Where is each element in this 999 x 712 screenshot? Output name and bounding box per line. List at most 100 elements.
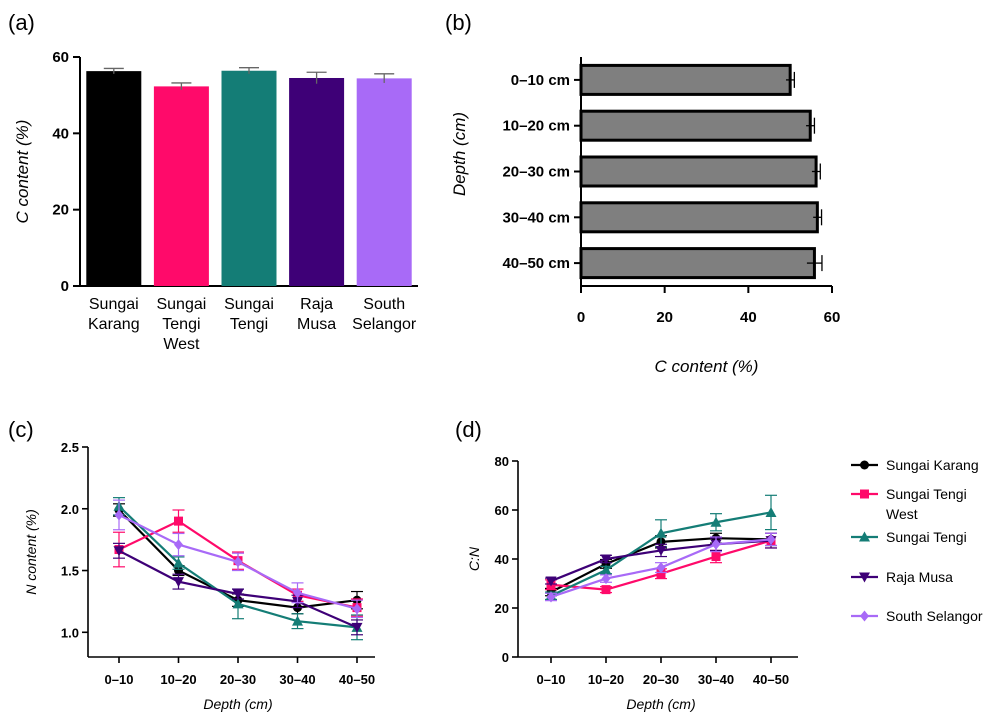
data-point bbox=[655, 545, 667, 556]
bar bbox=[289, 77, 345, 286]
legend-label: Sungai Tengi bbox=[886, 529, 967, 545]
data-point bbox=[656, 562, 666, 574]
x-tick-label: Musa bbox=[297, 316, 336, 333]
data-point bbox=[114, 509, 124, 521]
data-point bbox=[655, 527, 667, 538]
bar bbox=[579, 109, 812, 142]
x-tick-label: Selangor bbox=[352, 316, 417, 333]
data-point bbox=[174, 566, 183, 576]
y-tick-label: 40 bbox=[495, 552, 509, 567]
y-tick-label: 20 bbox=[495, 601, 509, 616]
x-tick-label: 20–30 bbox=[220, 672, 256, 687]
y-tick-label: 60 bbox=[52, 49, 69, 66]
data-point bbox=[352, 603, 362, 615]
bar bbox=[86, 71, 142, 286]
data-point bbox=[546, 591, 556, 603]
data-point bbox=[766, 533, 776, 545]
x-tick-label: 20 bbox=[656, 309, 673, 326]
x-axis-title: C content (%) bbox=[655, 357, 759, 376]
chart-b: 0 20 40 60 C content (%) Depth (cm) 0–10 cm 10–… bbox=[450, 57, 840, 376]
panel-c-label: (c) bbox=[8, 417, 34, 442]
y-tick-label: 1.5 bbox=[61, 564, 79, 579]
data-point bbox=[232, 589, 244, 600]
legend-label: West bbox=[886, 506, 918, 522]
x-tick-label: 40–50 bbox=[339, 672, 375, 687]
legend-marker bbox=[860, 489, 869, 499]
x-tick-label: Raja bbox=[300, 296, 333, 313]
x-tick-label: 10–20 bbox=[160, 672, 196, 687]
data-point bbox=[711, 552, 721, 562]
chart-d: 0 20 40 60 80 0–10 10–20 20–30 30–40 40–50 Depth (… bbox=[466, 454, 798, 712]
data-point bbox=[601, 585, 611, 595]
y-tick-label: 40–50 cm bbox=[502, 255, 570, 272]
bar bbox=[579, 247, 816, 280]
legend-label: Sungai Tengi bbox=[886, 486, 967, 502]
y-tick-label: 20–30 cm bbox=[502, 164, 570, 181]
y-tick-label: 2.5 bbox=[61, 440, 79, 455]
data-point bbox=[113, 546, 125, 557]
data-point bbox=[600, 564, 612, 575]
x-tick-label: Tengi bbox=[162, 316, 200, 333]
x-tick-label: Tengi bbox=[230, 316, 268, 333]
data-point bbox=[233, 556, 243, 568]
x-tick-label: 40 bbox=[740, 309, 757, 326]
legend-label: South Selangor bbox=[886, 608, 983, 624]
data-point bbox=[292, 615, 303, 626]
data-point bbox=[601, 573, 611, 585]
y-tick-label: 0 bbox=[61, 278, 69, 295]
bar bbox=[221, 70, 277, 287]
panel-d-label: (d) bbox=[455, 417, 482, 442]
legend-label: Raja Musa bbox=[886, 569, 953, 585]
legend-marker bbox=[860, 460, 869, 470]
x-tick-label: 20–30 bbox=[643, 672, 679, 687]
bar bbox=[153, 86, 209, 286]
y-axis-title: Depth (cm) bbox=[450, 112, 469, 196]
bar bbox=[579, 201, 819, 234]
y-tick-label: 60 bbox=[495, 503, 509, 518]
x-tick-label: 60 bbox=[824, 309, 841, 326]
chart-a: 0 20 40 60 C content (%) Sungai Karang Sungai Te… bbox=[13, 49, 418, 353]
panel-a-label: (a) bbox=[8, 10, 35, 35]
data-point bbox=[545, 576, 557, 587]
bar bbox=[579, 63, 792, 96]
y-axis-title: C:N bbox=[466, 546, 482, 571]
y-tick-label: 2.0 bbox=[61, 502, 79, 517]
x-tick-label: South bbox=[363, 296, 405, 313]
x-tick-label: 40–50 bbox=[753, 672, 789, 687]
bar bbox=[579, 155, 818, 188]
data-point bbox=[351, 622, 363, 633]
y-tick-label: 80 bbox=[495, 454, 509, 469]
legend-marker bbox=[859, 572, 870, 583]
data-point bbox=[174, 516, 183, 526]
x-tick-label: 10–20 bbox=[588, 672, 624, 687]
y-tick-label: 0 bbox=[502, 650, 509, 665]
x-tick-label: 0 bbox=[577, 309, 585, 326]
data-point bbox=[600, 554, 612, 565]
data-point bbox=[293, 587, 302, 599]
data-point bbox=[710, 516, 722, 527]
legend: Sungai Karang Sungai Tengi West Sungai Teng… bbox=[851, 457, 983, 624]
bar bbox=[356, 78, 412, 286]
y-tick-label: 0–10 cm bbox=[511, 72, 570, 89]
x-tick-label: Karang bbox=[88, 316, 140, 333]
data-point bbox=[232, 598, 244, 609]
x-tick-label: Sungai bbox=[89, 296, 139, 313]
data-point bbox=[174, 539, 183, 551]
legend-marker bbox=[860, 610, 869, 622]
y-tick-label: 30–40 cm bbox=[502, 209, 570, 226]
data-point bbox=[711, 538, 721, 550]
x-tick-label: 0–10 bbox=[105, 672, 134, 687]
panel-b-label: (b) bbox=[445, 10, 472, 35]
legend-marker bbox=[859, 531, 870, 542]
data-point bbox=[173, 577, 184, 588]
x-tick-label: 30–40 bbox=[698, 672, 734, 687]
data-point bbox=[765, 506, 777, 517]
x-axis-title: Depth (cm) bbox=[626, 696, 695, 712]
x-tick-label: Sungai bbox=[224, 296, 274, 313]
x-tick-label: 0–10 bbox=[537, 672, 566, 687]
y-tick-label: 10–20 cm bbox=[502, 118, 570, 135]
data-point bbox=[656, 569, 666, 579]
y-axis-title: N content (%) bbox=[23, 509, 39, 595]
data-point bbox=[173, 557, 184, 568]
